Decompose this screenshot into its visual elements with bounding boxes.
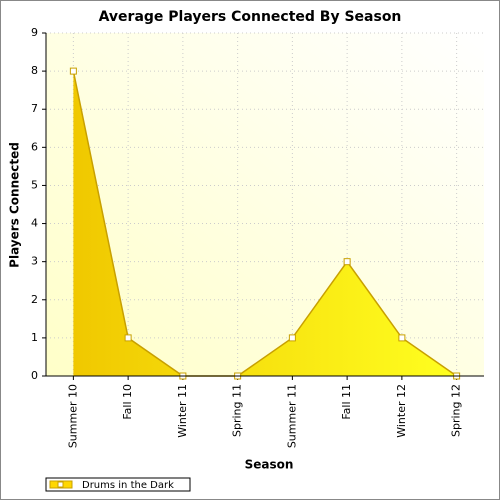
y-tick-label: 6 [31,140,38,153]
y-tick-label: 0 [31,369,38,382]
legend-label: Drums in the Dark [82,480,174,491]
y-tick-label: 3 [31,255,38,268]
chart-title: Average Players Connected By Season [99,9,402,25]
marker [343,258,351,266]
x-tick-label: Fall 10 [121,384,134,420]
x-tick-label: Spring 12 [450,384,463,437]
marker [69,67,77,75]
x-tick-label: Fall 11 [340,384,353,420]
x-tick-label: Spring 11 [231,384,244,437]
y-tick-label: 8 [31,64,38,77]
legend-box [45,477,191,492]
y-axis-title: Players Connected [8,142,22,268]
x-tick-label: Summer 11 [285,384,298,448]
y-tick-label: 2 [31,293,38,306]
area [73,71,457,376]
line [72,70,458,377]
x-tick-label: Winter 12 [395,384,408,438]
y-tick-label: 4 [31,217,38,230]
y-tick-label: 1 [31,331,38,344]
x-axis-title: Season [245,458,294,472]
y-tick-label: 7 [31,102,38,115]
x-tick-label: Winter 11 [176,384,189,438]
marker [124,334,132,342]
marker [288,334,296,342]
y-tick-label: 9 [31,26,38,39]
marker [398,334,406,342]
x-tick-label: Summer 10 [66,384,79,448]
legend-marker [57,481,64,488]
y-tick-label: 5 [31,178,38,191]
